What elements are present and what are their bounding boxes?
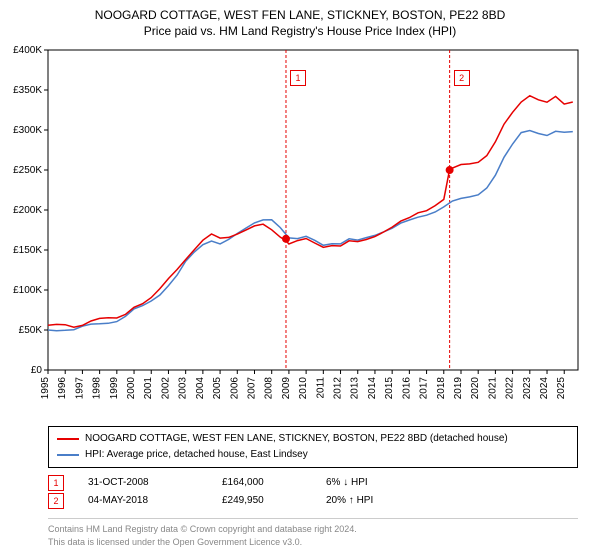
svg-text:£50K: £50K [19,325,43,336]
svg-text:2017: 2017 [419,377,430,400]
svg-text:1996: 1996 [57,377,68,400]
svg-text:2010: 2010 [298,377,309,400]
sale-date: 04-MAY-2018 [88,492,198,510]
sales-table: 1 31-OCT-2008 £164,000 6% ↓ HPI 2 04-MAY-2018… [48,474,578,510]
sale-price: £249,950 [222,492,302,510]
svg-text:2012: 2012 [333,377,344,400]
svg-text:2011: 2011 [315,377,326,399]
sale-marker-label: 2 [454,70,470,86]
svg-text:1995: 1995 [40,377,51,400]
line-chart-svg: £0 £50K £100K £150K £200K £250K £300K £350K £400… [0,40,600,420]
svg-text:2005: 2005 [212,377,223,400]
chart-title: NOOGARD COTTAGE, WEST FEN LANE, STICKNEY… [0,0,600,40]
svg-text:2024: 2024 [539,377,550,400]
legend-label: HPI: Average price, detached house, East… [85,447,308,463]
svg-text:1998: 1998 [92,377,103,400]
footer-attribution: Contains HM Land Registry data © Crown c… [48,518,578,548]
chart-container: { "title": { "line1": "NOOGARD COTTAGE, … [0,0,600,548]
sale-marker-badge: 2 [48,493,64,509]
svg-text:£400K: £400K [13,45,42,56]
title-line-1: NOOGARD COTTAGE, WEST FEN LANE, STICKNEY… [0,8,600,22]
footer-line-1: Contains HM Land Registry data © Crown c… [48,523,578,536]
svg-text:£350K: £350K [13,85,42,96]
sale-pct-vs-hpi: 6% ↓ HPI [326,474,426,492]
legend-row: HPI: Average price, detached house, East… [57,447,569,463]
legend-label: NOOGARD COTTAGE, WEST FEN LANE, STICKNEY… [85,431,508,447]
chart-plot-area: £0 £50K £100K £150K £200K £250K £300K £350K £400… [0,40,600,420]
svg-text:£150K: £150K [13,245,42,256]
svg-text:2023: 2023 [522,377,533,400]
svg-text:2013: 2013 [350,377,361,400]
legend-swatch [57,454,79,456]
svg-text:2018: 2018 [436,377,447,400]
svg-text:£250K: £250K [13,165,42,176]
sale-date: 31-OCT-2008 [88,474,198,492]
svg-text:£100K: £100K [13,285,42,296]
sale-pct-vs-hpi: 20% ↑ HPI [326,492,426,510]
svg-text:2020: 2020 [470,377,481,400]
svg-text:2021: 2021 [487,377,498,400]
title-line-2: Price paid vs. HM Land Registry's House … [0,24,600,38]
svg-text:£200K: £200K [13,205,42,216]
svg-text:2003: 2003 [178,377,189,400]
svg-text:£300K: £300K [13,125,42,136]
legend-row: NOOGARD COTTAGE, WEST FEN LANE, STICKNEY… [57,431,569,447]
svg-text:2009: 2009 [281,377,292,400]
sale-price: £164,000 [222,474,302,492]
legend: NOOGARD COTTAGE, WEST FEN LANE, STICKNEY… [48,426,578,468]
sale-row: 2 04-MAY-2018 £249,950 20% ↑ HPI [48,492,578,510]
svg-text:2022: 2022 [505,377,516,400]
svg-text:1999: 1999 [109,377,120,400]
svg-text:2015: 2015 [384,377,395,400]
svg-text:2014: 2014 [367,377,378,400]
svg-text:2006: 2006 [229,377,240,400]
svg-text:2000: 2000 [126,377,137,400]
svg-text:2004: 2004 [195,377,206,400]
svg-text:2019: 2019 [453,377,464,400]
svg-text:2008: 2008 [264,377,275,400]
footer-line-2: This data is licensed under the Open Gov… [48,536,578,549]
sale-marker-label: 1 [290,70,306,86]
sale-marker-badge: 1 [48,475,64,491]
svg-text:2007: 2007 [246,377,257,400]
sale-row: 1 31-OCT-2008 £164,000 6% ↓ HPI [48,474,578,492]
svg-text:£0: £0 [31,365,43,376]
svg-text:2002: 2002 [160,377,171,400]
svg-text:1997: 1997 [74,377,85,400]
svg-text:2001: 2001 [143,377,154,400]
svg-text:2016: 2016 [401,377,412,400]
svg-text:2025: 2025 [556,377,567,400]
legend-swatch [57,438,79,440]
